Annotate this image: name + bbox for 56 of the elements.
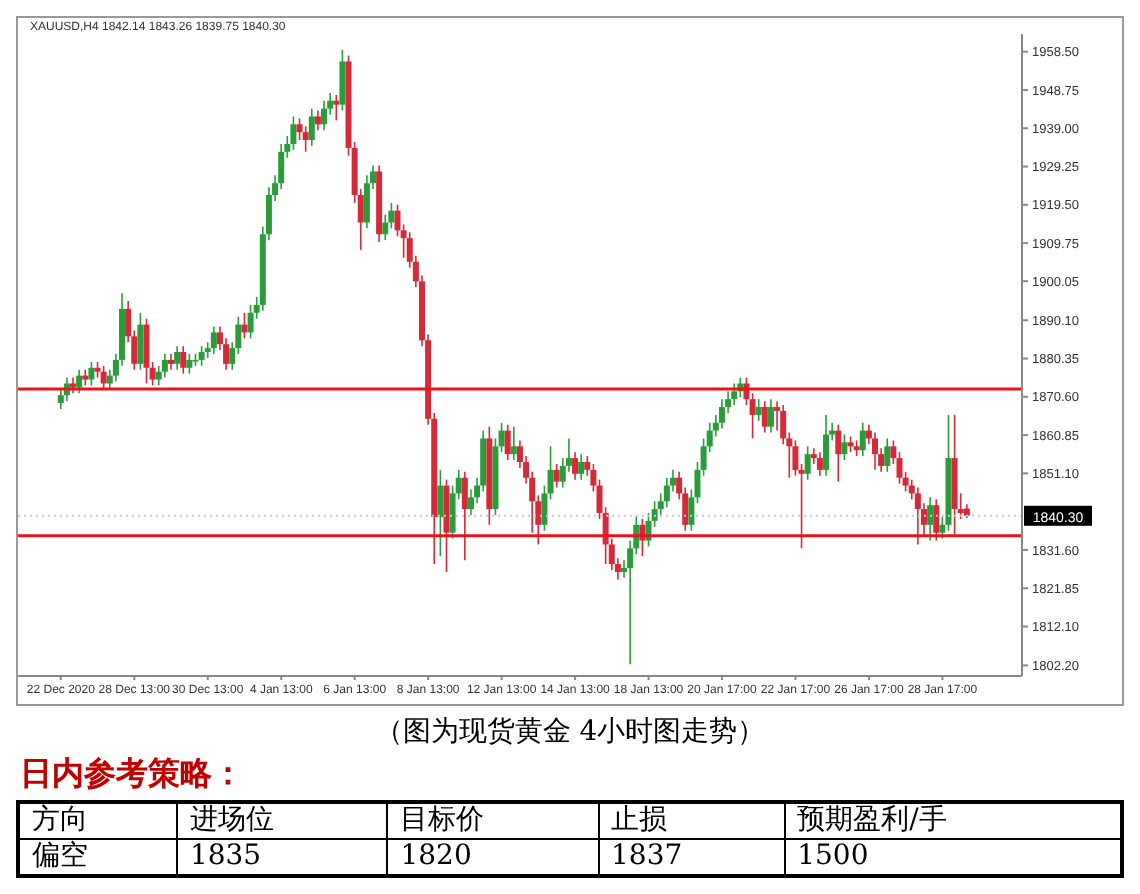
candlestick: [321, 99, 328, 131]
category-label: 方向: [18, 802, 177, 839]
text: 1500: [797, 840, 869, 872]
text: 1820: [400, 840, 472, 872]
candlestick: [755, 398, 762, 422]
candlestick: [504, 423, 511, 461]
candlestick: [137, 311, 144, 371]
category-label: 进场位: [176, 802, 388, 839]
candlestick: [933, 498, 940, 542]
candlestick: [553, 463, 560, 489]
category-label: 目标价: [387, 802, 598, 839]
candlestick: [859, 421, 866, 457]
candlestick: [290, 115, 297, 151]
candlestick: [302, 125, 309, 153]
text: 1837: [611, 840, 683, 872]
candlestick: [247, 304, 254, 340]
candlestick: [718, 398, 725, 430]
candlestick: [437, 469, 444, 558]
candlestick: [914, 486, 921, 546]
candlestick: [161, 353, 168, 379]
candlestick: [884, 437, 891, 473]
category-label: 预期盈利/手: [784, 802, 1122, 839]
candlestick: [841, 433, 848, 461]
text: 1835: [189, 840, 262, 872]
candlestick: [510, 425, 517, 461]
candlestick: [761, 400, 768, 434]
candlestick: [186, 353, 193, 375]
candlestick: [143, 317, 150, 385]
candlestick: [731, 382, 738, 406]
candlestick: [823, 414, 830, 477]
text: 日内参考策略：: [20, 754, 246, 796]
candlestick: [872, 431, 879, 471]
candlestick: [461, 471, 468, 561]
text: （图为现货黄金 4小时图走势）: [372, 714, 768, 750]
candlestick: [767, 398, 774, 434]
candlestick: [816, 451, 823, 477]
candlestick: [572, 451, 579, 481]
candlestick: [927, 496, 934, 542]
candlestick: [443, 478, 450, 573]
candlestick: [198, 345, 205, 367]
candlestick: [180, 345, 187, 375]
candlestick: [578, 453, 585, 481]
candlestick: [835, 423, 842, 483]
candlestick: [308, 107, 315, 147]
candlestick: [314, 109, 321, 131]
category-label: 止损: [598, 802, 785, 839]
candlestick: [167, 353, 174, 371]
text: 偏空: [32, 840, 88, 872]
candlestick: [363, 174, 370, 230]
candlestick: [174, 345, 181, 371]
candlestick: [804, 445, 811, 481]
candlestick: [339, 48, 346, 112]
candlestick: [88, 361, 95, 387]
candlestick: [210, 325, 217, 355]
candlestick: [333, 94, 340, 122]
candlestick: [663, 476, 670, 508]
